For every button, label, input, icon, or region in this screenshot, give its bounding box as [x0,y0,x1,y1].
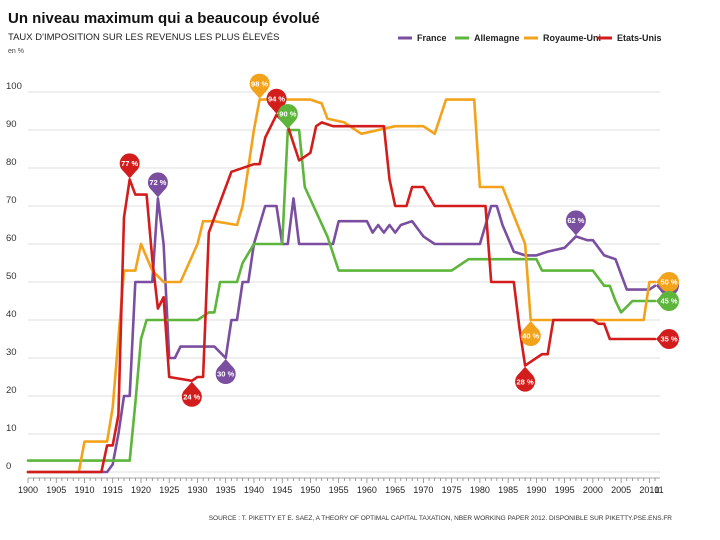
y-tick-label: 100 [6,81,22,92]
x-tick-label: 1915 [103,485,123,495]
y-tick-label: 30 [6,347,17,358]
y-tick-label: 20 [6,385,17,396]
callout-label: 72 % [149,178,166,187]
callout-etats-unis: 77 % [119,153,140,179]
chart-title: Un niveau maximum qui a beaucoup évolué [8,10,320,27]
callout-label: 45 % [660,297,677,306]
x-tick-label: 1955 [329,485,349,495]
callout-label: 50 % [660,278,677,287]
callout-bubble [181,386,202,407]
callout-royaume-uni: 40 % [520,321,541,346]
callout-bubble [249,73,270,94]
y-tick-label: 0 [6,461,11,472]
x-tick-label: 1935 [216,485,236,495]
legend-label: Etats-Unis [617,33,662,43]
x-tick-label: 1945 [272,485,292,495]
callout-bubble [659,291,679,311]
callout-label: 98 % [251,79,268,88]
y-tick-label: 70 [6,195,17,206]
callout-royaume-uni: 98 % [249,73,270,99]
y-tick-label: 40 [6,309,17,320]
callout-france: 30 % [215,359,236,384]
x-tick-label: 2010 [639,485,659,495]
callout-label: 35 % [660,335,677,344]
callout-royaume-uni: 50 % [656,272,679,292]
series-line-france [26,197,657,474]
x-tick-label: 1910 [74,485,94,495]
callout-label: 40 % [522,332,539,341]
x-tick-label: 1900 [18,485,38,495]
callout-bubble [119,153,140,174]
callout-allemagne: 45 % [656,291,679,311]
callout-label: 30 % [217,370,234,379]
x-tick-label: 1960 [357,485,377,495]
callout-bubble [515,371,536,392]
callout-label: 24 % [183,393,200,402]
callout-allemagne: 90 % [277,104,298,129]
callout-bubble [659,329,679,349]
y-tick-label: 80 [6,157,17,168]
callout-france: 62 % [565,210,586,236]
legend-item-france: France [398,33,447,43]
x-tick-label: 1980 [470,485,490,495]
callout-bubble [565,210,586,231]
x-tick-label: 1950 [300,485,320,495]
legend-label: Allemagne [474,33,520,43]
x-tick-label: 1905 [46,485,66,495]
callout-bubble [520,326,541,346]
legend-label: France [417,33,447,43]
y-tick-label: 50 [6,271,17,282]
x-tick-label: 1970 [413,485,433,495]
callout-label: 77 % [121,159,138,168]
callout-bubble [147,172,168,193]
x-tick-label: 1975 [442,485,462,495]
x-axis: 1900 1905 1910 1915 1920 1925 1930 1935 1940 1945… [18,477,664,495]
series-lines [26,98,657,474]
callout-bubble [659,272,679,292]
callout-bubble [215,364,236,384]
chart-unit: en % [8,48,24,55]
y-axis: 0 10 20 30 40 50 60 70 80 90 100 [6,81,22,472]
series-line-etats-unis [26,113,657,474]
callout-label: 94 % [268,95,285,104]
x-tick-label: 1990 [526,485,546,495]
callout-bubble [266,88,287,109]
x-tick-label: 1940 [244,485,264,495]
legend-item-royaume-uni: Royaume-Uni [524,33,601,43]
callout-label: 62 % [567,216,584,225]
callout-label: 90 % [279,110,296,119]
callout-etats-unis: 28 % [515,366,536,392]
x-tick-label: 2000 [583,485,603,495]
source-note: SOURCE : T. PIKETTY ET E. SAEZ, A THEORY… [209,515,673,522]
x-tick-label: 1965 [385,485,405,495]
y-tick-label: 10 [6,423,17,434]
x-tick-label: 2005 [611,485,631,495]
x-tick-label: 11 [654,485,663,495]
y-tick-label: 60 [6,233,17,244]
x-tick-label: 1930 [187,485,207,495]
callout-etats-unis: 24 % [181,381,202,407]
callout-bubble [277,104,298,124]
callouts: 77 %24 %94 %28 %35 %72 %30 %62 %49 %98 %… [119,73,679,407]
y-tick-label: 90 [6,119,17,130]
x-tick-label: 1920 [131,485,151,495]
x-tick-label: 1985 [498,485,518,495]
legend-item-allemagne: Allemagne [455,33,520,43]
chart-subtitle: TAUX D'IMPOSITION SUR LES REVENUS LES PL… [8,32,279,43]
legend: France Allemagne Royaume-Uni Etats-Unis [398,33,662,43]
callout-label: 28 % [517,377,534,386]
x-tick-label: 1995 [555,485,575,495]
legend-item-etats-unis: Etats-Unis [598,33,662,43]
callout-etats-unis: 35 % [656,329,679,349]
legend-label: Royaume-Uni [543,33,601,43]
callout-france: 72 % [147,172,168,198]
x-tick-label: 1925 [159,485,179,495]
